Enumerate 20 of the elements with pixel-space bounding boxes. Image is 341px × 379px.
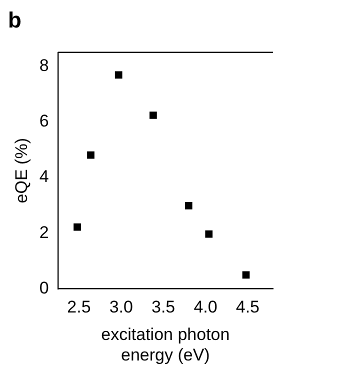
x-tick-label: 3.0: [109, 298, 133, 317]
point: [87, 151, 94, 159]
point: [114, 71, 122, 79]
point: [74, 223, 81, 231]
point: [150, 112, 157, 119]
x-tick-label: 4.0: [194, 298, 218, 317]
y-tick-label: 6: [39, 112, 49, 131]
x-tick-label: 2.5: [67, 298, 91, 317]
point: [184, 202, 192, 210]
y-axis-title: eQE (%): [12, 138, 31, 204]
y-tick-label: 4: [39, 167, 49, 186]
y-tick-label: 2: [39, 222, 49, 242]
point: [242, 271, 250, 279]
x-tick-label: 4.5: [236, 298, 260, 317]
y-tick-label: 0: [39, 278, 49, 298]
x-tick-label: 3.5: [152, 298, 176, 317]
y-tick-label: 8: [39, 56, 49, 75]
x-axis-title: excitation photon energy (eV): [101, 325, 230, 364]
point: [205, 230, 213, 238]
chart-title: b: [8, 7, 22, 32]
